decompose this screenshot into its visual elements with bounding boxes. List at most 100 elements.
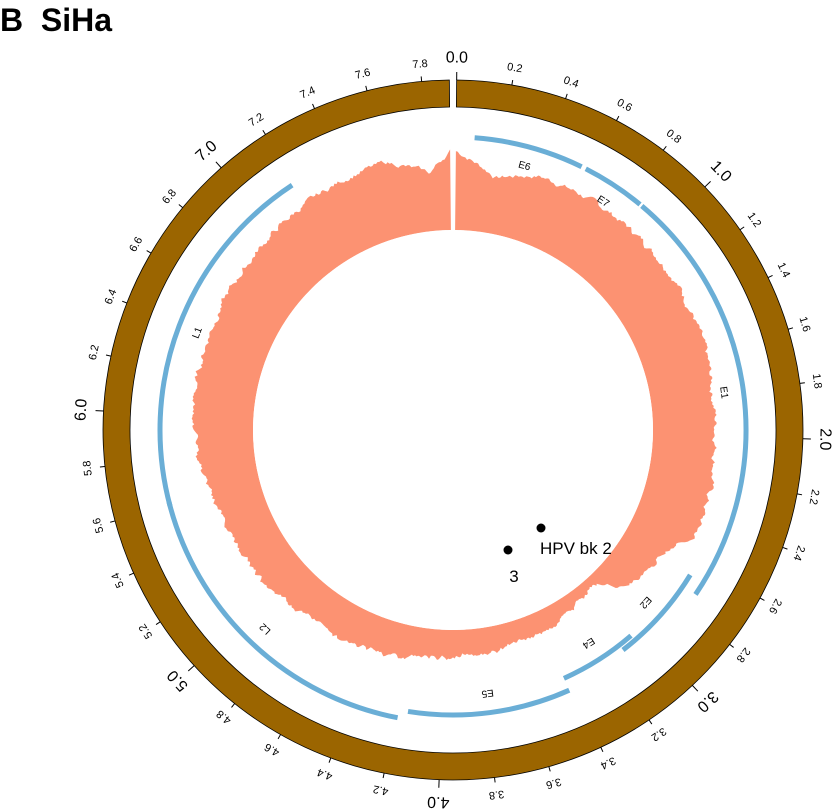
tick-mark [691, 685, 699, 692]
tick-mark [662, 145, 667, 151]
tick-mark [328, 757, 332, 763]
gene-segment-l1 [157, 183, 294, 507]
tick-label: 4.8 [214, 707, 233, 726]
tick-label: 6.0 [72, 398, 90, 421]
tick-label: 4.0 [427, 793, 450, 811]
tick-label: 5.4 [110, 571, 127, 590]
tick-mark [231, 703, 236, 708]
tick-label: 7.2 [247, 111, 266, 129]
tick-label: 3.2 [649, 725, 668, 744]
tick-mark [565, 93, 568, 99]
tick-mark [178, 204, 184, 209]
tick-mark [782, 546, 788, 550]
tick-mark [312, 103, 315, 109]
panel-title: B SiHa [0, 0, 112, 40]
tick-label: 5.8 [81, 460, 95, 476]
tick-label: 4.4 [316, 766, 335, 783]
tick-mark [105, 354, 111, 357]
tick-label: 2.0 [816, 428, 834, 451]
tick-mark [110, 520, 116, 523]
tick-mark [788, 327, 794, 330]
tick-mark [616, 115, 620, 121]
tick-label: 2.6 [766, 597, 784, 616]
tick-label: 3.0 [693, 688, 721, 716]
tick-label: 3.4 [599, 754, 618, 771]
tick-mark [277, 734, 281, 740]
tick-mark [122, 300, 128, 304]
gene-segment-e7 [584, 166, 642, 207]
tick-mark [128, 572, 134, 576]
tick-label: 1.6 [797, 315, 813, 333]
tick-label: 7.6 [354, 67, 372, 82]
tick-mark [215, 161, 222, 169]
tick-mark [146, 250, 152, 254]
gene-label-e2: E2 [637, 594, 654, 611]
tick-label: 0.2 [506, 61, 523, 75]
tick-label: 3.8 [488, 788, 505, 802]
sample-name: SiHa [40, 2, 113, 38]
tick-label: 1.8 [810, 373, 824, 390]
tick-label: 6.4 [103, 288, 120, 307]
breakpoint-label: HPV bk 2 [540, 539, 612, 558]
tick-label: 1.2 [745, 210, 764, 229]
genome-backbone [102, 79, 804, 781]
tick-mark [548, 766, 551, 772]
gene-segment-e4 [562, 633, 633, 681]
tick-label: 7.8 [412, 58, 428, 71]
tick-mark [262, 129, 266, 135]
tick-label: 1.4 [775, 261, 792, 280]
tick-mark [799, 382, 805, 384]
gene-label-e5: E5 [480, 686, 494, 699]
coverage-track [191, 149, 717, 660]
tick-label: 4.6 [263, 740, 282, 758]
tick-label: 5.0 [164, 666, 192, 694]
gene-label-l2: L2 [257, 620, 273, 636]
tick-label: 7.0 [193, 137, 221, 165]
tick-label: 1.0 [707, 158, 735, 186]
tick-mark [365, 85, 368, 91]
tick-mark [767, 274, 773, 279]
tick-mark [494, 777, 496, 783]
tick-mark [600, 747, 604, 753]
gene-segment-e6 [474, 135, 583, 169]
breakpoint-marker [503, 545, 513, 555]
tick-mark [382, 773, 385, 779]
plot-center [253, 230, 653, 630]
tick-mark [704, 181, 711, 188]
tick-mark [187, 665, 195, 672]
tick-label: 6.8 [160, 187, 179, 206]
tick-mark [729, 643, 734, 648]
tick-label: 3.6 [545, 775, 563, 791]
tick-label: 7.4 [298, 84, 317, 101]
gene-label-l1: L1 [191, 325, 205, 340]
gene-label-e4: E4 [580, 635, 597, 651]
breakpoints: HPV bk 2 3 [503, 523, 612, 586]
gene-segment-l2 [166, 501, 399, 721]
gene-label-e6: E6 [517, 160, 532, 174]
tick-label: 4.2 [372, 782, 389, 797]
breakpoint-marker [536, 523, 546, 533]
tick-mark [155, 621, 161, 625]
gene-segment-e1 [640, 204, 749, 596]
gene-label-e1: E1 [717, 386, 730, 400]
tick-mark [99, 465, 105, 468]
coverage-area [191, 149, 717, 660]
tick-label: 0.0 [446, 49, 469, 66]
genome-ring [102, 79, 804, 781]
tick-label: 2.4 [791, 544, 807, 562]
tick-label: 0.6 [615, 97, 634, 115]
tick-label: 2.8 [734, 645, 753, 664]
tick-mark [797, 493, 803, 496]
panel-letter: B [0, 2, 24, 38]
gene-segment-e2 [621, 573, 693, 652]
tick-label: 0.4 [562, 74, 580, 90]
tick-mark [648, 719, 653, 725]
tick-label: 5.6 [91, 516, 107, 534]
tick-label: 6.6 [127, 235, 145, 254]
tick-mark [511, 79, 514, 86]
breakpoint-label: 3 [509, 567, 518, 586]
tick-label: 6.2 [87, 344, 102, 361]
tick-mark [739, 226, 745, 231]
tick-mark [759, 597, 765, 601]
